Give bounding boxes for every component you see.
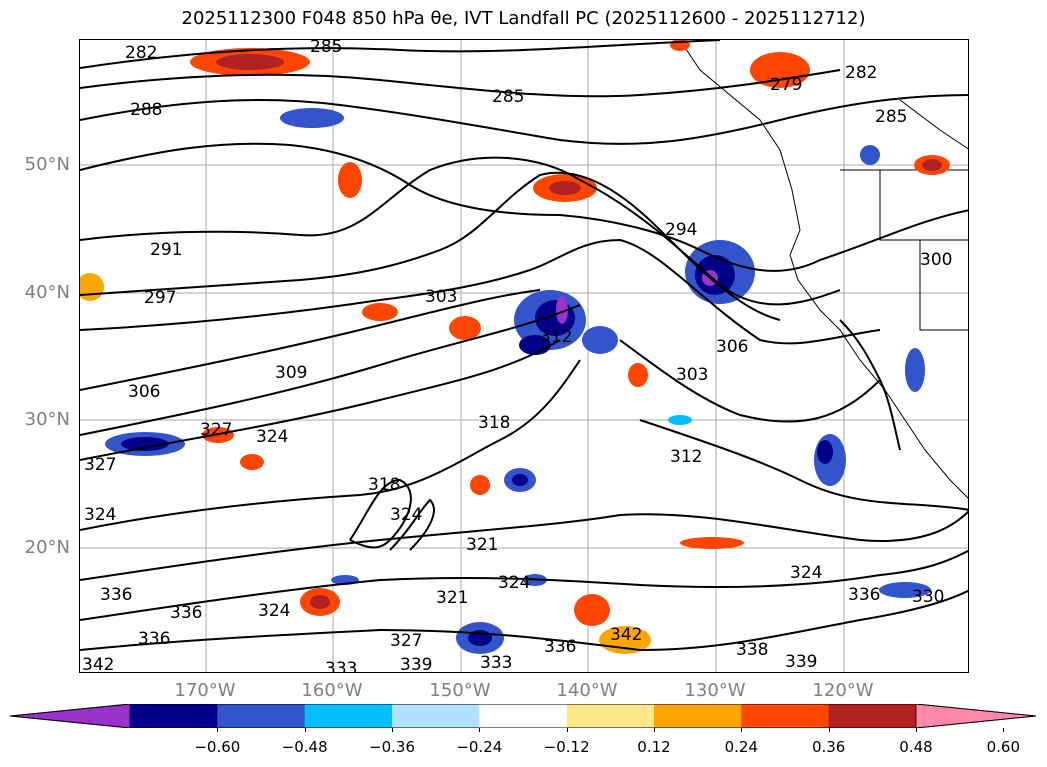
contour-label: 336 [544, 637, 576, 657]
contour-label: 285 [310, 40, 342, 57]
contour-label: 324 [84, 505, 116, 525]
contour-label: 342 [610, 625, 642, 645]
colorbar-tick-mark [392, 728, 393, 732]
contour-label: 333 [480, 653, 512, 673]
colorbar-tick-label: 0.48 [899, 738, 933, 756]
contour-label: 288 [130, 100, 162, 120]
contour-lines [80, 40, 968, 652]
colorbar-tick-mark [916, 728, 917, 732]
lon-label: 170°W [174, 680, 236, 701]
colorbar-tick-mark [741, 728, 743, 732]
contour-label: 318 [478, 413, 510, 433]
colorbar [10, 704, 1036, 728]
contour-label: 336 [848, 585, 880, 605]
colorbar-segment [828, 704, 917, 728]
colorbar-tick-label: 0.60 [986, 738, 1021, 756]
contour-label: 339 [785, 652, 817, 672]
contour-label: 294 [665, 220, 697, 240]
contour-label: 336 [170, 603, 202, 623]
contour-label: 321 [436, 588, 468, 608]
lon-label: 130°W [684, 680, 746, 701]
contour-label: 324 [258, 601, 290, 621]
colorbar-tick-label: 0.36 [811, 738, 846, 756]
contour-label: 336 [138, 629, 170, 649]
colorbar-tick-mark [304, 728, 306, 732]
colorbar-tick-label: −0.48 [281, 738, 328, 756]
contour-label: 300 [920, 250, 952, 270]
contour-label: 342 [82, 655, 114, 673]
contour-label: 306 [716, 337, 748, 357]
anomaly-shading [80, 40, 950, 654]
contour-label: 324 [390, 505, 422, 525]
contour-label: 282 [845, 63, 877, 83]
colorbar-segment [566, 704, 655, 728]
lat-label: 30°N [24, 409, 70, 430]
lat-label: 40°N [24, 282, 70, 303]
contour-label-layer: 282 285 288 285 279 282 285 291 297 294 … [82, 40, 952, 673]
contour-label: 327 [390, 631, 422, 651]
contour-map: 282 285 288 285 279 282 285 291 297 294 … [80, 40, 968, 673]
lat-label: 20°N [24, 537, 70, 558]
contour-label: 321 [466, 535, 498, 555]
lon-label: 150°W [429, 680, 491, 701]
colorbar-tick-mark [566, 728, 568, 732]
lon-label: 140°W [556, 680, 618, 701]
colorbar-tick-label: −0.60 [194, 738, 241, 756]
colorbar-extend-min [10, 704, 131, 728]
colorbar-tick-mark [828, 728, 830, 732]
contour-label: 324 [256, 427, 288, 447]
contour-label: 318 [368, 475, 400, 495]
contour-label: 291 [150, 240, 182, 260]
colorbar-tick-label: −0.12 [543, 738, 590, 756]
colorbar-tick-label: −0.24 [456, 738, 503, 756]
colorbar-segment [304, 704, 393, 728]
colorbar-segment [654, 704, 742, 728]
contour-label: 282 [125, 43, 157, 63]
contour-label: 324 [498, 573, 530, 593]
contour-label: 285 [492, 87, 524, 107]
contour-label: 327 [84, 455, 116, 475]
colorbar-segment [217, 704, 306, 728]
contour-label: 303 [676, 365, 708, 385]
colorbar-tick-label: 0.12 [637, 738, 671, 756]
gridlines [80, 40, 968, 672]
colorbar-tick-mark [654, 728, 655, 732]
lat-label: 50°N [24, 154, 70, 175]
contour-label: 303 [425, 287, 457, 307]
colorbar-tick-label: 0.24 [724, 738, 759, 756]
contour-label: 306 [128, 382, 160, 402]
contour-label: 336 [100, 585, 132, 605]
contour-label: 327 [200, 420, 232, 440]
contour-label: 330 [912, 587, 944, 607]
map-title: 2025112300 F048 850 hPa θe, IVT Landfall… [181, 8, 866, 29]
contour-label: 279 [770, 75, 802, 95]
colorbar-segment [130, 704, 218, 728]
contour-label: 309 [275, 363, 307, 383]
colorbar-extend-max [915, 704, 1036, 728]
colorbar-tick-label: −0.36 [369, 738, 415, 756]
colorbar-segment [479, 704, 568, 728]
colorbar-segment [392, 704, 480, 728]
contour-label: 339 [400, 655, 432, 673]
map-plot-area: 282 285 288 285 279 282 285 291 297 294 … [79, 39, 969, 673]
contour-label: 333 [325, 659, 357, 673]
contour-label: 312 [670, 447, 702, 467]
contour-label: 297 [144, 288, 176, 308]
contour-label: 324 [790, 563, 822, 583]
contour-label: 312 [540, 327, 572, 347]
colorbar-tick-mark [479, 728, 481, 732]
coastline [679, 40, 968, 499]
lon-label: 160°W [301, 680, 363, 701]
colorbar-segment [741, 704, 830, 728]
contour-label: 338 [736, 640, 768, 660]
contour-label: 285 [875, 107, 907, 127]
colorbar-tick-mark [1003, 728, 1005, 732]
colorbar-tick-mark [217, 728, 219, 732]
lon-label: 120°W [812, 680, 874, 701]
